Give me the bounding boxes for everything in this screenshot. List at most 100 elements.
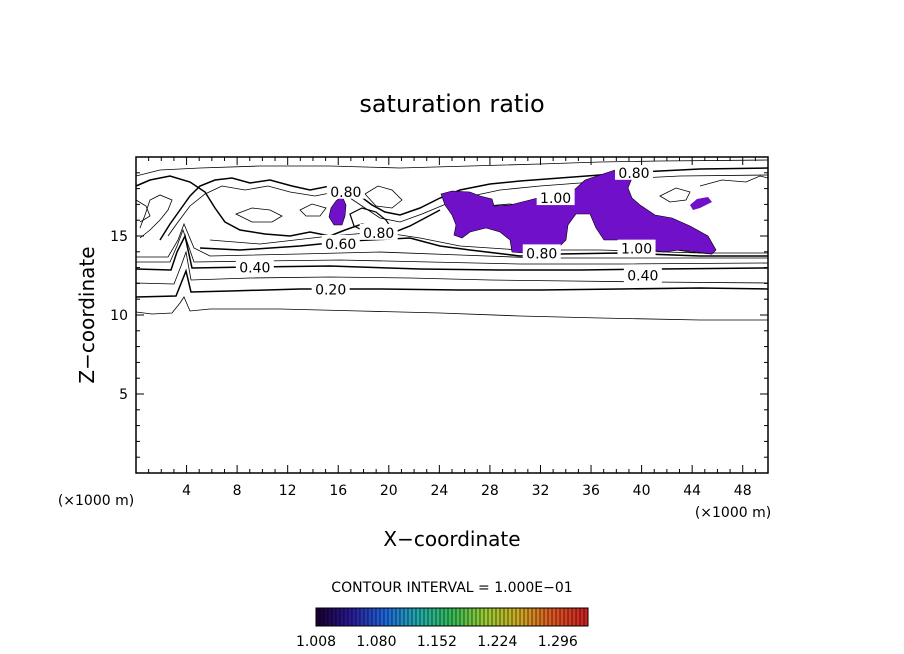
colorbar-swatch	[564, 608, 569, 626]
axis-ticks	[136, 157, 768, 473]
colorbar-frame	[315, 607, 589, 627]
contour-line-01	[136, 296, 768, 321]
colorbar-swatch	[352, 608, 357, 626]
colorbar-labels: 1.008 1.080 1.152 1.224 1.296	[296, 634, 578, 650]
x-axis-label: X−coordinate	[383, 527, 520, 551]
colorbar-swatch	[584, 608, 589, 626]
contour-label-bg	[623, 266, 662, 283]
colorbar-swatch	[360, 608, 365, 626]
y-tick-label: 5	[119, 387, 128, 403]
colorbar-swatch	[528, 608, 533, 626]
colorbar	[315, 607, 589, 627]
colorbar-swatch	[412, 608, 417, 626]
contour-label-bg	[311, 280, 350, 297]
colorbar-swatch	[488, 608, 493, 626]
colorbar-swatch	[420, 608, 425, 626]
x-tick-label: 32	[532, 483, 550, 499]
chart-title: saturation ratio	[359, 90, 544, 118]
colorbar-tick-label: 1.296	[538, 634, 578, 650]
colorbar-swatch	[464, 608, 469, 626]
x-tick-label: 16	[329, 483, 347, 499]
colorbar-swatch	[388, 608, 393, 626]
contour-label-bg	[617, 239, 656, 256]
colorbar-swatch	[396, 608, 401, 626]
colorbar-swatch	[380, 608, 385, 626]
contour-label-bg	[359, 223, 398, 240]
colorbar-swatch	[480, 608, 485, 626]
colorbar-swatch	[500, 608, 505, 626]
colorbar-swatch	[428, 608, 433, 626]
x-tick-label: 44	[683, 483, 701, 499]
colorbar-swatch	[432, 608, 437, 626]
contour-label: 0.60	[325, 237, 356, 253]
colorbar-swatch	[328, 608, 333, 626]
contour-line-12	[136, 159, 768, 177]
x-tick-label: 36	[582, 483, 600, 499]
contour-label: 1.00	[540, 191, 571, 207]
colorbar-swatch	[508, 608, 513, 626]
colorbar-swatch	[476, 608, 481, 626]
colorbar-swatch	[340, 608, 345, 626]
x-unit-label-left: (×1000 m)	[58, 493, 134, 509]
colorbar-swatch	[332, 608, 337, 626]
colorbar-swatch	[536, 608, 541, 626]
contour-label-bg	[615, 163, 654, 180]
colorbar-swatch	[404, 608, 409, 626]
colorbar-swatch	[524, 608, 529, 626]
y-tick-labels: 5 10 15	[110, 229, 128, 403]
colorbar-swatch	[540, 608, 545, 626]
contour-label-bg	[326, 182, 365, 199]
colorbar-swatch	[416, 608, 421, 626]
contour-line-11	[167, 174, 768, 237]
colorbar-tick-label: 1.224	[477, 634, 517, 650]
colorbar-swatch	[560, 608, 565, 626]
colorbar-swatch	[504, 608, 509, 626]
colorbar-swatch	[484, 608, 489, 626]
colorbar-swatch	[356, 608, 361, 626]
colorbar-swatch	[548, 608, 553, 626]
colorbar-swatch	[344, 608, 349, 626]
colorbar-swatch	[324, 608, 329, 626]
colorbar-swatch	[456, 608, 461, 626]
contour-line-02	[136, 268, 768, 298]
colorbar-swatch	[444, 608, 449, 626]
contour-line-19	[659, 187, 691, 203]
contour-labels: 0.20 0.40 0.40 0.60 0.80 0.80 0.80 0.80 1.00 1.00	[235, 163, 662, 299]
x-unit-label-right: (×1000 m)	[695, 505, 771, 521]
x-tick-label: 28	[481, 483, 499, 499]
contour-line-09	[139, 194, 173, 239]
contour-line-20	[699, 175, 768, 187]
colorbar-swatch	[320, 608, 325, 626]
colorbar-swatch	[472, 608, 477, 626]
colorbar-swatch	[452, 608, 457, 626]
colorbar-swatch	[544, 608, 549, 626]
x-tick-label: 40	[633, 483, 651, 499]
colorbar-swatch	[400, 608, 405, 626]
x-tick-labels: 4 8 12 16 20 24 28 32 36 40 44 48	[182, 483, 752, 499]
contour-label-bg	[321, 234, 360, 251]
contour-label: 0.80	[330, 185, 361, 201]
colorbar-swatch	[376, 608, 381, 626]
colorbar-tick-label: 1.008	[296, 634, 336, 650]
contour-line-15	[299, 203, 327, 217]
colorbar-swatch	[496, 608, 501, 626]
y-tick-label: 10	[110, 308, 128, 324]
colorbar-swatch	[580, 608, 585, 626]
contour-label: 0.20	[315, 283, 346, 299]
colorbar-swatch	[516, 608, 521, 626]
x-tick-label: 12	[279, 483, 297, 499]
colorbar-swatch	[408, 608, 413, 626]
colorbar-swatch	[384, 608, 389, 626]
colorbar-swatch	[424, 608, 429, 626]
colorbar-swatch	[492, 608, 497, 626]
colorbar-swatch	[568, 608, 573, 626]
contour-label: 1.00	[621, 242, 652, 258]
colorbar-tick-label: 1.152	[417, 634, 457, 650]
y-tick-label: 15	[110, 229, 128, 245]
colorbar-swatch	[532, 608, 537, 626]
colorbar-swatch	[364, 608, 369, 626]
x-tick-label: 48	[734, 483, 752, 499]
colorbar-swatch	[392, 608, 397, 626]
x-tick-label: 8	[233, 483, 242, 499]
